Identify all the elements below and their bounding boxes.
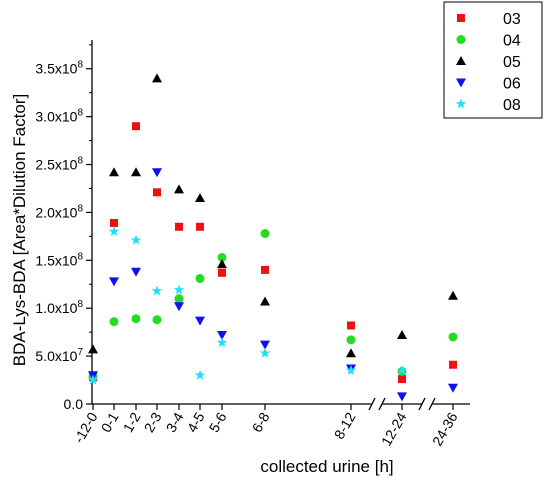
axis-break-mark — [418, 397, 426, 411]
legend-marker-03 — [457, 14, 465, 22]
y-tick-label: 1.5x108 — [35, 251, 83, 268]
y-tick-exponent: 8 — [77, 108, 83, 119]
y-tick-label: 1.0x108 — [35, 299, 83, 316]
axis-break-mark — [368, 397, 376, 411]
data-point-03 — [153, 188, 161, 197]
data-point-04 — [260, 228, 270, 238]
legend-marker-04 — [456, 35, 466, 44]
data-point-05 — [109, 167, 119, 177]
legend-marker-06 — [456, 78, 466, 88]
x-tick-label: 5-6 — [206, 409, 230, 435]
data-point-06 — [397, 392, 407, 402]
data-point-04 — [109, 317, 119, 327]
data-point-08 — [194, 369, 206, 380]
x-tick-label: 3-4 — [163, 409, 187, 435]
x-axis-title: collected urine [h] — [260, 457, 393, 476]
data-point-08 — [259, 347, 271, 358]
data-point-08 — [87, 374, 99, 385]
legend-label: 08 — [503, 97, 521, 114]
legend-label: 04 — [503, 33, 521, 50]
y-tick-label: 3.0x108 — [35, 108, 83, 125]
y-tick-exponent: 8 — [77, 203, 83, 214]
data-point-04 — [131, 314, 141, 324]
data-points — [87, 73, 458, 402]
data-point-05 — [448, 290, 458, 300]
data-point-04 — [346, 335, 356, 345]
data-point-08 — [108, 226, 120, 237]
data-point-03 — [449, 360, 457, 369]
y-tick-label: 0.0 — [64, 396, 84, 412]
data-point-08 — [173, 284, 185, 295]
data-point-06 — [174, 302, 184, 312]
axis-break-mark — [428, 397, 436, 411]
legend-label: 06 — [503, 76, 521, 93]
y-tick-exponent: 8 — [77, 251, 83, 262]
x-tick-label: 4-5 — [184, 409, 208, 435]
data-point-05 — [346, 348, 356, 358]
data-point-08 — [216, 337, 228, 348]
y-tick-label: 5.0x107 — [35, 347, 83, 364]
y-tick-exponent: 8 — [77, 299, 83, 310]
data-point-03 — [347, 321, 355, 330]
data-point-08 — [130, 234, 142, 245]
data-point-08 — [396, 364, 408, 375]
data-point-04 — [152, 315, 162, 325]
data-point-03 — [132, 122, 140, 131]
data-point-03 — [175, 222, 183, 231]
y-tick-label: 3.5x108 — [35, 60, 83, 77]
data-point-06 — [217, 331, 227, 341]
data-point-04 — [195, 274, 205, 284]
data-point-03 — [196, 222, 204, 231]
data-point-08 — [151, 285, 163, 296]
data-point-05 — [88, 344, 98, 354]
data-point-04 — [448, 332, 458, 342]
data-point-03 — [398, 375, 406, 384]
data-point-05 — [131, 167, 141, 177]
legend-label: 05 — [503, 54, 521, 71]
x-tick-label: 24-36 — [429, 409, 461, 448]
data-point-05 — [152, 73, 162, 83]
data-point-05 — [174, 184, 184, 194]
legend-label: 03 — [503, 11, 521, 28]
y-axis-title: BDA-Lys-BDA [Area*Dilution Factor] — [10, 94, 29, 366]
data-point-06 — [195, 316, 205, 326]
data-point-06 — [152, 168, 162, 178]
data-point-06 — [260, 340, 270, 350]
data-point-03 — [218, 268, 226, 277]
x-tick-label: 1-2 — [120, 409, 144, 435]
legend-marker-08 — [455, 98, 467, 109]
data-point-03 — [110, 218, 118, 227]
y-tick-exponent: 7 — [77, 347, 83, 358]
data-point-08 — [345, 364, 357, 375]
data-point-03 — [261, 265, 269, 274]
x-tick-label: 0-1 — [98, 409, 122, 435]
data-point-05 — [397, 330, 407, 340]
y-tick-label: 2.0x108 — [35, 203, 83, 220]
data-point-04 — [174, 294, 184, 304]
x-tick-label: 2-3 — [141, 409, 165, 435]
data-point-05 — [195, 193, 205, 203]
x-tick-label: 12-24 — [378, 409, 410, 448]
data-point-05 — [217, 259, 227, 269]
axis-break-mark — [378, 397, 386, 411]
legend-marker-05 — [456, 56, 466, 65]
x-tick-label: 6-8 — [249, 409, 273, 435]
legend: 03 04 05 06 08 — [443, 1, 543, 119]
y-tick-label: 2.5x108 — [35, 156, 83, 173]
axes: 0.0 5.0x107 1.0x108 1.5x108 2.0x108 2.5x108 3.… — [35, 40, 470, 449]
data-point-05 — [260, 296, 270, 306]
x-tick-label: -12-0 — [70, 409, 100, 445]
data-point-06 — [448, 383, 458, 393]
data-point-06 — [109, 277, 119, 287]
data-point-04 — [217, 252, 227, 262]
y-tick-exponent: 8 — [77, 60, 83, 71]
data-point-06 — [131, 267, 141, 277]
x-tick-label: 8-12 — [331, 409, 359, 441]
y-tick-exponent: 8 — [77, 156, 83, 167]
